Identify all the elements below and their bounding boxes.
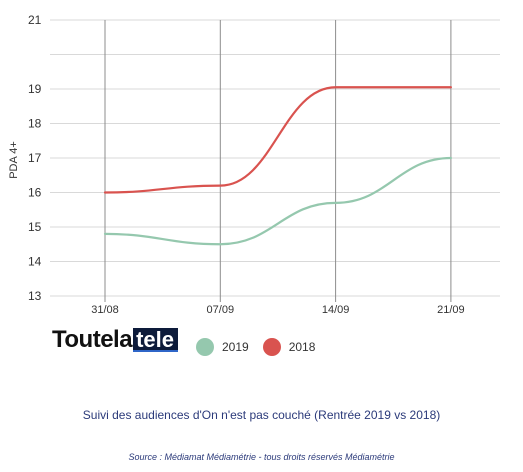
legend-marker-2018	[262, 338, 281, 356]
y-tick-label: 15	[28, 220, 42, 234]
y-tick-label: 18	[28, 117, 42, 131]
series-line-2019	[103, 156, 452, 246]
brand-logo: Toutela tele	[52, 328, 178, 352]
y-axis-ticks: 13 14 15 16 17 18 19 21	[28, 13, 42, 303]
chart-grid	[50, 19, 500, 302]
x-tick-label: 31/08	[91, 304, 119, 316]
series-line-2018	[103, 86, 452, 194]
legend-label-2018: 2018	[288, 340, 316, 354]
y-tick-label: 16	[28, 186, 42, 200]
y-tick-label: 19	[28, 82, 42, 96]
y-tick-label: 14	[28, 255, 42, 269]
chart-caption: Suivi des audiences d'On n'est pas couch…	[82, 408, 441, 422]
source-note: Source : Médiamat Médiamétrie - tous dro…	[128, 452, 395, 462]
legend-item-2018: 2018	[262, 338, 316, 356]
chart-series	[103, 86, 452, 246]
x-tick-label: 07/09	[207, 304, 235, 316]
legend-item-2019: 2019	[196, 338, 249, 356]
y-tick-label: 13	[28, 289, 42, 303]
y-tick-label: 17	[28, 151, 42, 165]
logo-box-text: tele	[133, 328, 178, 352]
chart-legend: 2019 2018	[196, 338, 329, 356]
line-chart: 13 14 15 16 17 18 19 21 31/08 07/09 14/09 21/09 PD…	[8, 13, 500, 316]
legend-label-2019: 2019	[222, 340, 249, 354]
logo-text: Toutela	[52, 326, 133, 353]
x-tick-label: 21/09	[437, 304, 465, 316]
legend-marker-2019	[196, 338, 214, 356]
y-axis-label: PDA 4+	[8, 141, 20, 179]
x-tick-label: 14/09	[322, 304, 350, 316]
y-tick-label: 21	[28, 13, 42, 27]
x-axis-ticks: 31/08 07/09 14/09 21/09	[91, 304, 464, 316]
